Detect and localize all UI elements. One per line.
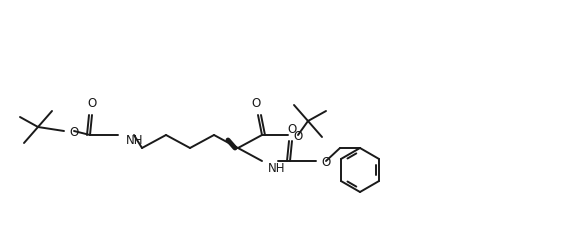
Text: O: O: [87, 96, 97, 109]
Text: O: O: [251, 96, 261, 109]
Text: O: O: [293, 129, 302, 142]
Text: NH: NH: [126, 134, 143, 147]
Text: O: O: [69, 125, 78, 138]
Text: O: O: [321, 155, 330, 168]
Text: O: O: [287, 122, 297, 135]
Text: NH: NH: [268, 161, 285, 174]
